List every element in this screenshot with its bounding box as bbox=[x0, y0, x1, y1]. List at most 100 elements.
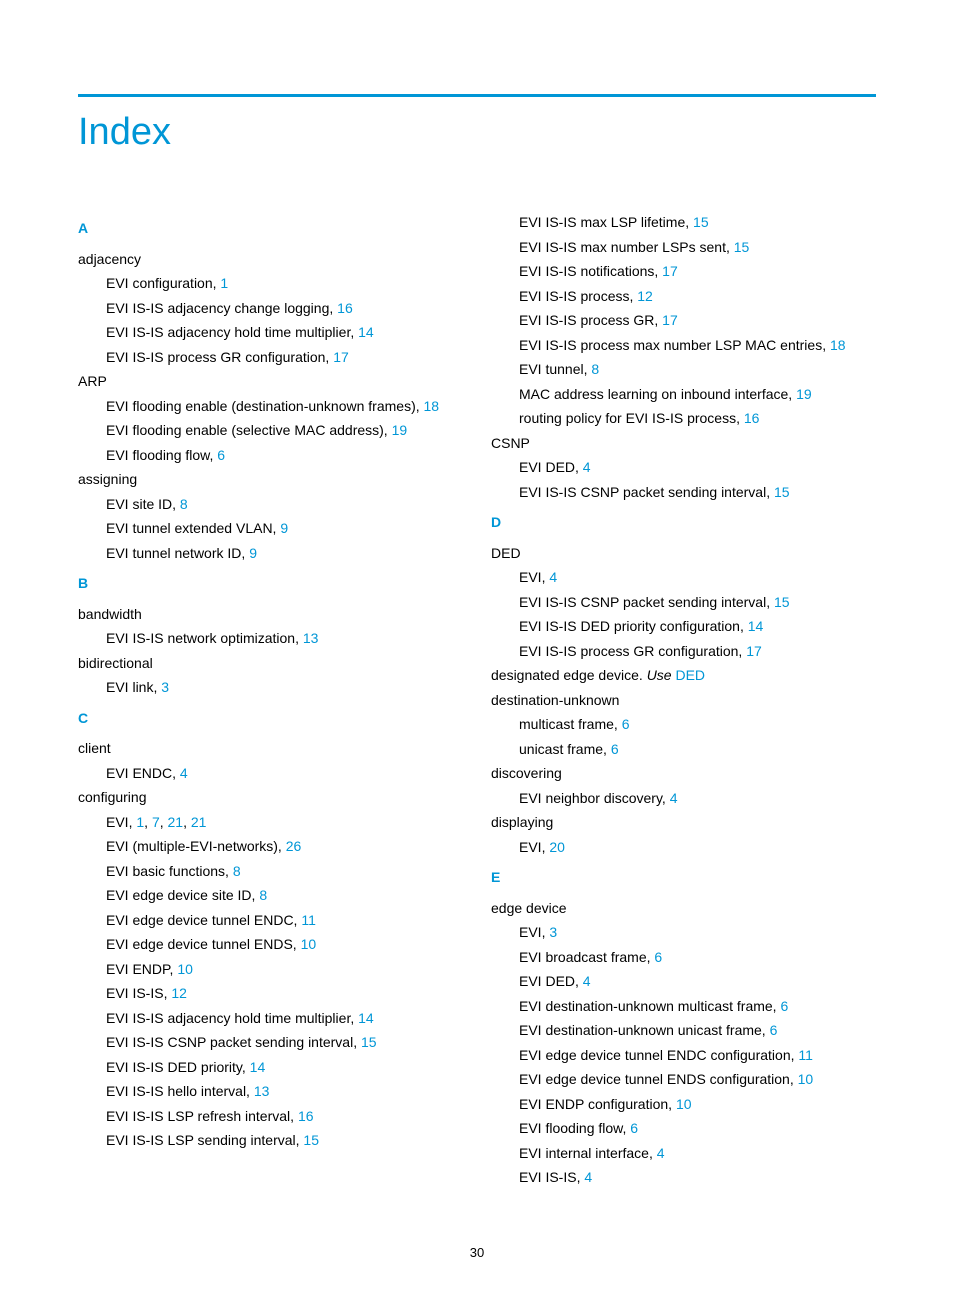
page-ref[interactable]: 6 bbox=[630, 1120, 638, 1136]
entry-text: EVI IS-IS notifications, bbox=[519, 263, 662, 279]
entry: EVI destination-unknown unicast frame, 6 bbox=[519, 1018, 876, 1043]
page-ref[interactable]: 10 bbox=[301, 936, 317, 952]
entry: EVI IS-IS CSNP packet sending interval, … bbox=[519, 590, 876, 615]
letter-c: C bbox=[78, 706, 463, 731]
page-ref[interactable]: 7 bbox=[152, 814, 160, 830]
page-ref[interactable]: 17 bbox=[333, 349, 349, 365]
cross-ref[interactable]: DED bbox=[675, 667, 705, 683]
page-ref[interactable]: 16 bbox=[337, 300, 353, 316]
entry: EVI IS-IS, 12 bbox=[106, 981, 463, 1006]
page-ref[interactable]: 8 bbox=[233, 863, 241, 879]
entry-text: EVI ENDP configuration, bbox=[519, 1096, 676, 1112]
page-ref[interactable]: 20 bbox=[549, 839, 565, 855]
page-ref[interactable]: 8 bbox=[591, 361, 599, 377]
page-ref[interactable]: 8 bbox=[259, 887, 267, 903]
page-ref[interactable]: 16 bbox=[298, 1108, 314, 1124]
entry-text: EVI IS-IS process, bbox=[519, 288, 637, 304]
page-ref[interactable]: 11 bbox=[301, 912, 316, 928]
entry-text: EVI IS-IS hello interval, bbox=[106, 1083, 254, 1099]
entry: EVI edge device tunnel ENDC configuratio… bbox=[519, 1043, 876, 1068]
page-ref[interactable]: 6 bbox=[622, 716, 630, 732]
page-ref[interactable]: 3 bbox=[161, 679, 169, 695]
entry: EVI IS-IS notifications, 17 bbox=[519, 259, 876, 284]
page-ref[interactable]: 17 bbox=[662, 312, 678, 328]
entry-text: EVI IS-IS process GR configuration, bbox=[519, 643, 746, 659]
page-ref[interactable]: 18 bbox=[830, 337, 846, 353]
page-ref[interactable]: 15 bbox=[774, 484, 790, 500]
entry: EVI flooding enable (destination-unknown… bbox=[106, 394, 463, 419]
use-italic: Use bbox=[647, 667, 672, 683]
page-ref[interactable]: 9 bbox=[280, 520, 288, 536]
entry: EVI DED, 4 bbox=[519, 455, 876, 480]
page-ref[interactable]: 10 bbox=[177, 961, 193, 977]
page-ref[interactable]: 12 bbox=[637, 288, 653, 304]
page-ref[interactable]: 4 bbox=[583, 459, 591, 475]
page-ref[interactable]: 4 bbox=[657, 1145, 665, 1161]
entry: EVI basic functions, 8 bbox=[106, 859, 463, 884]
page-ref[interactable]: 19 bbox=[796, 386, 812, 402]
page-ref[interactable]: 17 bbox=[746, 643, 762, 659]
page-ref[interactable]: 26 bbox=[286, 838, 302, 854]
page-ref[interactable]: 6 bbox=[654, 949, 662, 965]
page-ref[interactable]: 8 bbox=[180, 496, 188, 512]
page-ref[interactable]: 19 bbox=[392, 422, 408, 438]
page-ref[interactable]: 4 bbox=[584, 1169, 592, 1185]
page-ref[interactable]: 15 bbox=[361, 1034, 377, 1050]
entry: EVI IS-IS max LSP lifetime, 15 bbox=[519, 210, 876, 235]
page-ref[interactable]: 14 bbox=[358, 324, 374, 340]
entry: EVI ENDC, 4 bbox=[106, 761, 463, 786]
entry-text: multicast frame, bbox=[519, 716, 622, 732]
page-ref[interactable]: 15 bbox=[693, 214, 709, 230]
page-ref[interactable]: 16 bbox=[744, 410, 760, 426]
page-ref[interactable]: 15 bbox=[303, 1132, 319, 1148]
page-ref[interactable]: 14 bbox=[250, 1059, 266, 1075]
page-ref[interactable]: 15 bbox=[734, 239, 750, 255]
page-ref[interactable]: 18 bbox=[424, 398, 440, 414]
page-ref[interactable]: 15 bbox=[774, 594, 790, 610]
page-ref[interactable]: 6 bbox=[217, 447, 225, 463]
page-ref[interactable]: 21 bbox=[191, 814, 207, 830]
page-ref[interactable]: 4 bbox=[180, 765, 188, 781]
entry-text: EVI link, bbox=[106, 679, 161, 695]
page-ref[interactable]: 10 bbox=[676, 1096, 692, 1112]
page-ref[interactable]: 11 bbox=[798, 1047, 813, 1063]
entry-text: EVI, bbox=[519, 839, 549, 855]
entry-text: EVI broadcast frame, bbox=[519, 949, 654, 965]
entry: EVI edge device tunnel ENDS configuratio… bbox=[519, 1067, 876, 1092]
entry: EVI DED, 4 bbox=[519, 969, 876, 994]
entry: EVI tunnel, 8 bbox=[519, 357, 876, 382]
entry-text: EVI IS-IS max LSP lifetime, bbox=[519, 214, 693, 230]
entry: EVI IS-IS adjacency change logging, 16 bbox=[106, 296, 463, 321]
entry: EVI IS-IS process GR, 17 bbox=[519, 308, 876, 333]
term-client: client bbox=[78, 736, 463, 761]
entry-text: EVI IS-IS LSP sending interval, bbox=[106, 1132, 303, 1148]
page-ref[interactable]: 13 bbox=[303, 630, 319, 646]
page-ref[interactable]: 21 bbox=[168, 814, 184, 830]
entry-text: EVI tunnel extended VLAN, bbox=[106, 520, 280, 536]
page-ref[interactable]: 1 bbox=[136, 814, 144, 830]
term-discovering: discovering bbox=[491, 761, 876, 786]
page-ref[interactable]: 10 bbox=[798, 1071, 814, 1087]
entry: EVI IS-IS DED priority configuration, 14 bbox=[519, 614, 876, 639]
page-ref[interactable]: 4 bbox=[583, 973, 591, 989]
page-ref[interactable]: 4 bbox=[670, 790, 678, 806]
entry-text: EVI IS-IS CSNP packet sending interval, bbox=[106, 1034, 361, 1050]
page-ref[interactable]: 12 bbox=[171, 985, 187, 1001]
page-ref[interactable]: 3 bbox=[549, 924, 557, 940]
entry-text: EVI IS-IS DED priority, bbox=[106, 1059, 250, 1075]
entry-text: EVI edge device tunnel ENDC configuratio… bbox=[519, 1047, 798, 1063]
page-ref[interactable]: 17 bbox=[662, 263, 678, 279]
entry: EVI IS-IS hello interval, 13 bbox=[106, 1079, 463, 1104]
page-ref[interactable]: 1 bbox=[220, 275, 228, 291]
page-ref[interactable]: 4 bbox=[549, 569, 557, 585]
entry-text: EVI, bbox=[519, 924, 549, 940]
page-ref[interactable]: 9 bbox=[249, 545, 257, 561]
entry: EVI internal interface, 4 bbox=[519, 1141, 876, 1166]
page-ref[interactable]: 6 bbox=[770, 1022, 778, 1038]
page-ref[interactable]: 6 bbox=[780, 998, 788, 1014]
page-ref[interactable]: 14 bbox=[748, 618, 764, 634]
entry-text: EVI IS-IS process max number LSP MAC ent… bbox=[519, 337, 830, 353]
page-ref[interactable]: 13 bbox=[254, 1083, 270, 1099]
page-ref[interactable]: 14 bbox=[358, 1010, 374, 1026]
page-ref[interactable]: 6 bbox=[611, 741, 619, 757]
